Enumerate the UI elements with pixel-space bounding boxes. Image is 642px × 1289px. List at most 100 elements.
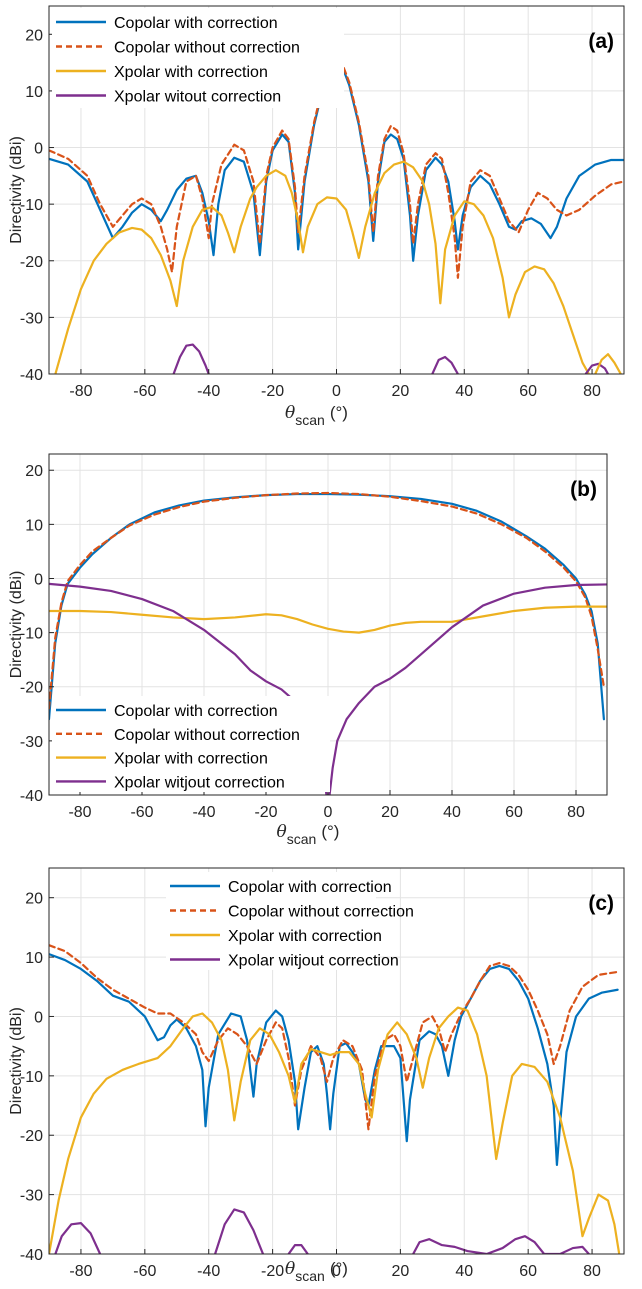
x-tick-label: -20 [261,383,284,400]
x-tick-label: -60 [133,383,156,400]
legend: Copolar with correction Copolar without c… [166,872,414,970]
chart-panel-0: -80 -60 -40 -20 0 20 40 60 80 -40 -30 -20 -10 0 10 20 Di… [8,5,625,428]
series-line-xpolar-with [49,1006,621,1254]
x-tick-label: 80 [583,383,601,400]
y-tick-label: 10 [25,950,43,967]
series-line-xpolar-with [54,160,590,374]
y-tick-label: 0 [34,1009,43,1026]
x-tick-label: 60 [519,383,537,400]
y-axis-label: Directivity (dBi) [8,571,25,679]
x-tick-label: -80 [69,383,92,400]
x-tick-label: 40 [455,1263,473,1280]
x-axis-label-symbol: θ [285,1259,295,1279]
series-line-xpolar-without [214,1208,265,1254]
series-line-xpolar-without [287,1243,309,1254]
series-line-copolar-without [49,58,624,279]
x-tick-label: 60 [505,804,523,821]
legend-box [166,872,376,970]
panel-label: (b) [570,478,597,501]
series-group [49,944,621,1254]
series-group [49,58,624,374]
series-line-copolar-without [49,944,619,1131]
y-tick-label: -10 [20,626,43,643]
y-tick-label: 10 [25,517,43,534]
series-line-xpolar-without [584,362,610,374]
series-line-xpolar-without [49,582,607,795]
x-axis-label-sub: scan [295,1268,325,1284]
x-tick-label: -40 [197,383,220,400]
x-tick-label: 20 [391,1263,409,1280]
y-tick-label: -20 [20,1128,43,1145]
legend-entry: Xpolar witout correction [114,89,281,106]
legend-entry: Xpolar with correction [114,751,268,768]
series-line-xpolar-without [412,1235,590,1254]
series-line-copolar-with [49,59,624,262]
y-tick-label: -30 [20,1188,43,1205]
y-tick-label: 0 [34,141,43,158]
x-tick-label: 80 [583,1263,601,1280]
x-axis-label-sub: scan [295,412,325,428]
x-tick-label: 40 [443,804,461,821]
x-axis-label-symbol: θ [277,822,287,842]
series-group [49,491,607,795]
y-tick-label: -20 [20,680,43,697]
y-tick-label: 20 [25,891,43,908]
x-tick-label: 80 [567,804,585,821]
x-axis-label: θscan (°) [277,822,340,847]
y-tick-label: 20 [25,27,43,44]
x-axis-label-unit: (°) [330,403,348,422]
x-axis-label-unit: (°) [330,1259,348,1278]
legend-entry: Copolar with correction [228,879,392,896]
x-axis-label-unit: (°) [321,822,339,841]
y-tick-label: -40 [20,1247,43,1264]
legend: Copolar with correction Copolar without c… [52,696,330,792]
legend-entry: Copolar without correction [228,904,414,921]
legend-entry: Xpolar with correction [114,64,268,81]
x-axis-label-sub: scan [287,831,317,847]
x-tick-label: 40 [455,383,473,400]
chart-panel-1: -80 -60 -40 -20 0 20 40 60 80 -40 -30 -20 -10 0 10 20 Di… [8,453,608,847]
x-tick-label: -20 [261,1263,284,1280]
x-tick-label: -20 [254,804,277,821]
series-line-copolar-without [49,491,605,710]
series-line-xpolar-without [431,355,459,374]
x-tick-label: 60 [519,1263,537,1280]
x-tick-label: -40 [197,1263,220,1280]
legend-box [52,8,344,108]
legend-entry: Xpolar with correction [228,928,382,945]
series-line-xpolar-without [54,1222,102,1254]
x-tick-label: -80 [68,804,91,821]
x-axis-label: θscan (°) [285,1259,348,1284]
x-tick-label: 0 [332,1263,341,1280]
series-line-xpolar-without [172,343,210,374]
y-tick-label: 10 [25,84,43,101]
x-axis-label-symbol: θ [285,403,295,423]
chart-panel-2: -80 -60 -40 -20 0 20 40 60 80 -40 -30 -20 -10 0 10 20 Di… [8,867,625,1284]
legend: Copolar with correction Copolar without c… [52,8,344,108]
x-tick-label: -80 [69,1263,92,1280]
legend-box [52,696,330,792]
legend-entry: Copolar without correction [114,727,300,744]
x-tick-label: 0 [324,804,333,821]
y-tick-label: -20 [20,254,43,271]
legend-entry: Copolar with correction [114,703,278,720]
x-axis-label: θscan (°) [285,403,348,428]
panel-label: (c) [588,892,614,915]
y-tick-label: -40 [20,788,43,805]
y-tick-label: 0 [34,571,43,588]
y-tick-label: -10 [20,197,43,214]
x-tick-label: -40 [192,804,215,821]
legend-entry: Xpolar witjout correction [114,774,285,791]
x-tick-label: 0 [332,383,341,400]
y-tick-label: -10 [20,1069,43,1086]
series-line-xpolar-with [49,605,607,634]
y-tick-label: -30 [20,734,43,751]
legend-entry: Xpolar witjout correction [228,953,399,970]
x-tick-label: 20 [391,383,409,400]
y-axis-label: Directivity (dBi) [8,136,25,244]
x-tick-label: -60 [133,1263,156,1280]
y-tick-label: -40 [20,367,43,384]
y-axis-label: Directivity (dBi) [8,1007,25,1115]
x-tick-label: -60 [130,804,153,821]
